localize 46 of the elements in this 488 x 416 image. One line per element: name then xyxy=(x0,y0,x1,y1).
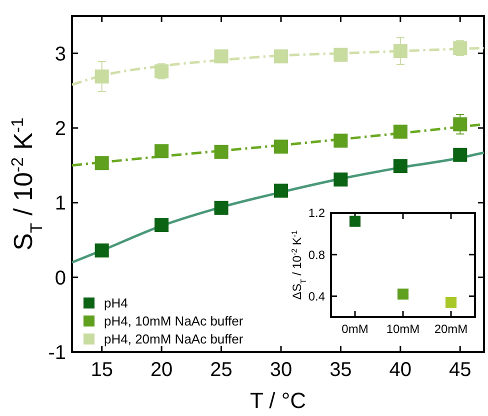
point xyxy=(94,69,109,84)
point xyxy=(94,156,109,170)
y-tick-label: 0 xyxy=(54,267,66,290)
point xyxy=(334,48,348,62)
x-tick-label: 40 xyxy=(389,359,412,381)
point xyxy=(154,144,169,158)
y-tick-label: 3 xyxy=(54,43,66,66)
x-tick-label: 35 xyxy=(330,359,352,381)
y-tick-label: 1.2 xyxy=(308,206,326,220)
x-tick-label: 15 xyxy=(90,359,113,381)
point xyxy=(453,117,468,132)
x-tick-label: 25 xyxy=(210,359,232,381)
point xyxy=(154,218,169,232)
legend-label: pH4, 10mM NaAc buffer xyxy=(104,314,244,329)
point xyxy=(274,140,288,154)
point xyxy=(334,134,348,148)
y-tick-label: -1 xyxy=(48,342,66,364)
x-tick-label: 0mM xyxy=(342,322,368,336)
point xyxy=(393,159,408,174)
x-tick-label: 30 xyxy=(270,359,292,381)
x-axis-title: T / °C xyxy=(250,388,306,413)
point xyxy=(94,243,109,258)
point xyxy=(154,64,169,78)
x-tick-label: 45 xyxy=(448,359,472,381)
point xyxy=(393,124,408,139)
point xyxy=(274,184,288,198)
y-tick-label: 1 xyxy=(54,192,66,215)
y-tick-label: 0.4 xyxy=(308,289,326,304)
x-tick-label: 10mM xyxy=(386,322,420,336)
point xyxy=(214,200,228,215)
x-tick-label: 20 xyxy=(150,359,173,381)
y-tick-label: 0.8 xyxy=(308,248,326,262)
point xyxy=(214,49,228,64)
x-tick-label: 20mM xyxy=(434,322,468,336)
point xyxy=(453,41,468,56)
point xyxy=(398,288,408,300)
legend-label: pH4, 20mM NaAc buffer xyxy=(104,332,244,347)
point xyxy=(274,49,288,64)
point xyxy=(453,148,468,162)
point xyxy=(350,216,360,227)
point xyxy=(214,144,228,159)
point xyxy=(446,296,456,308)
point xyxy=(334,172,348,187)
point xyxy=(393,44,408,58)
y-tick-label: 2 xyxy=(54,118,66,140)
legend-label: pH4 xyxy=(104,296,128,311)
